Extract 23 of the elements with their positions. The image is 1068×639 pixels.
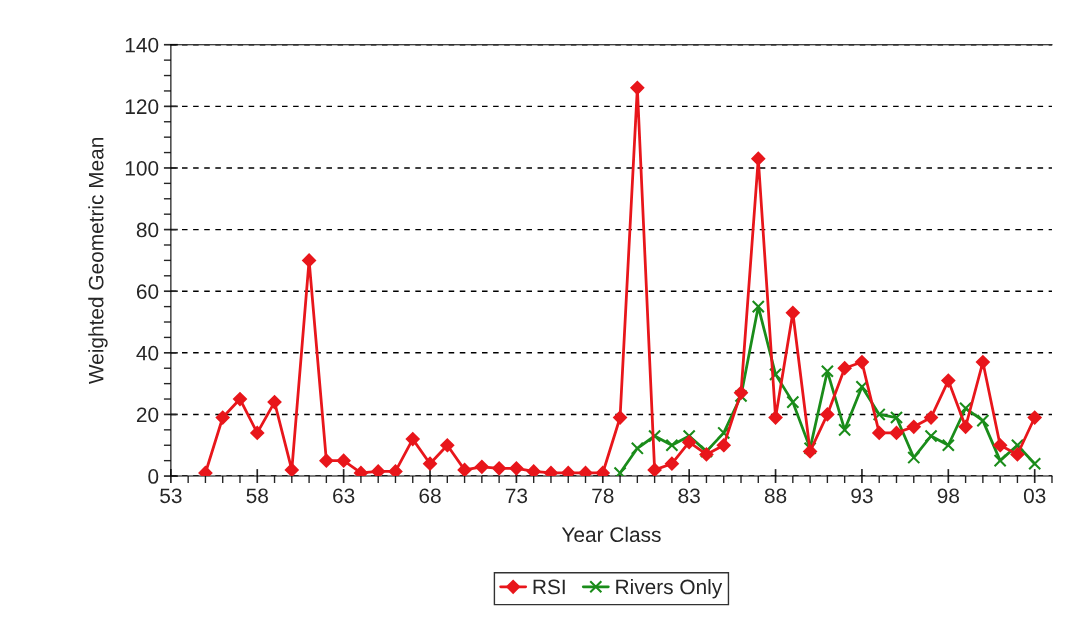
x-tick-label: 78 (592, 488, 614, 504)
y-axis-title: Weighted Geometric Mean (88, 138, 108, 385)
x-tick-label: 88 (764, 488, 787, 504)
x-axis-title: Year Class (561, 526, 661, 543)
x-tick-label: 98 (937, 488, 959, 504)
x-tick-label: 53 (160, 488, 182, 504)
x-tick-label: 58 (246, 488, 268, 504)
y-tick-label: 100 (125, 160, 159, 176)
y-tick-label: 60 (136, 284, 159, 299)
y-tick-label: 80 (136, 222, 159, 238)
y-tick-label: 140 (125, 37, 159, 53)
y-tick-label: 20 (136, 407, 159, 423)
x-tick-label: 83 (678, 488, 700, 504)
x-tick-label: 73 (505, 488, 528, 504)
x-tick-label: 63 (333, 488, 355, 504)
x-tick-label: 03 (1023, 488, 1046, 504)
y-tick-label: 40 (136, 345, 159, 361)
legend-label: Rivers Only (616, 578, 723, 599)
y-tick-label: 120 (125, 99, 159, 115)
x-tick-label: 93 (851, 488, 873, 504)
legend-label: RSI (533, 579, 565, 595)
y-tick-label: 0 (148, 469, 159, 484)
x-tick-label: 68 (419, 488, 441, 504)
